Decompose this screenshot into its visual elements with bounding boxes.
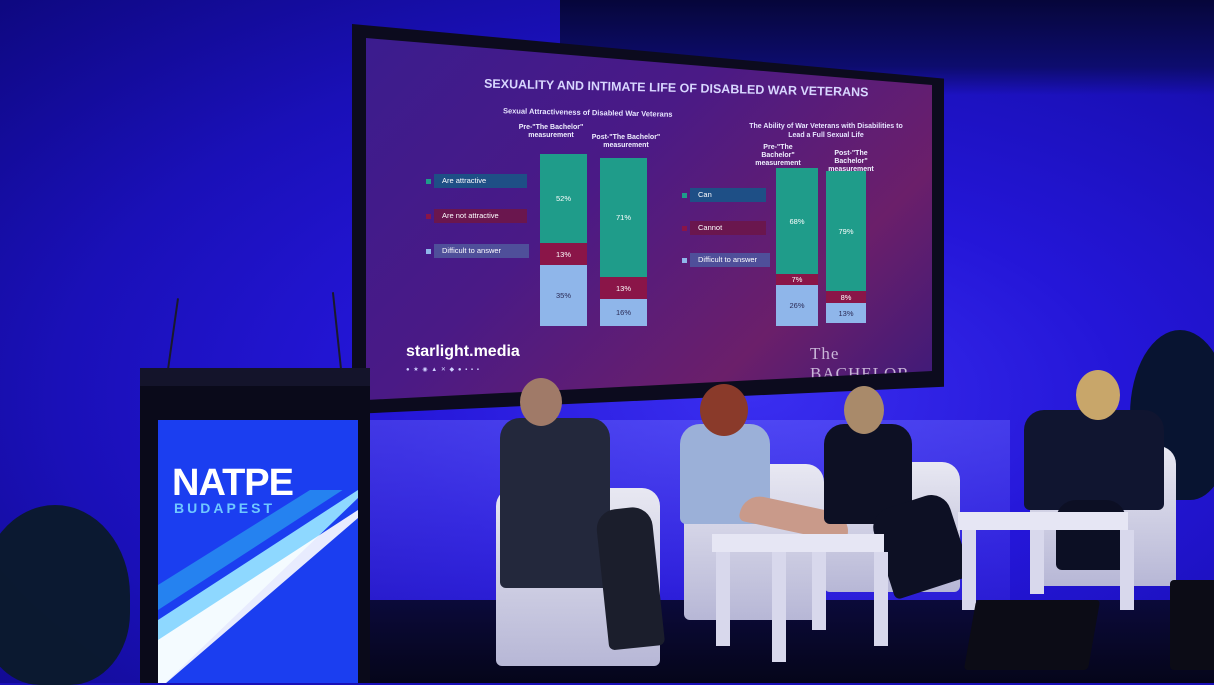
projection-screen: SEXUALITY AND INTIMATE LIFE OF DISABLED … — [366, 38, 932, 400]
panelist-4-head — [1076, 370, 1120, 420]
table-leg — [812, 552, 826, 630]
table-leg — [716, 552, 730, 646]
natpe-city: BUDAPEST — [174, 500, 276, 516]
legend-item: Can — [690, 188, 766, 202]
bar-segment: 13% — [600, 277, 647, 299]
left-post-label: Post-"The Bachelor" measurement — [591, 134, 661, 149]
stage-monitor-speaker — [963, 600, 1101, 670]
podium-panel: NATPE BUDAPEST — [158, 420, 358, 683]
legend-swatch — [426, 214, 431, 219]
bar-right-pre: 68% 7% 26% — [776, 168, 818, 326]
starlight-media-logo: starlight.media — [406, 343, 520, 360]
legend-swatch — [426, 179, 431, 184]
legend-swatch — [682, 193, 687, 198]
bar-segment: 8% — [826, 291, 866, 303]
legend-item: Cannot — [690, 221, 766, 235]
coffee-table — [958, 512, 1128, 530]
bar-segment: 71% — [600, 158, 647, 277]
slide-title: SEXUALITY AND INTIMATE LIFE OF DISABLED … — [483, 76, 869, 100]
right-post-label: Post-"The Bachelor" measurement — [828, 150, 874, 173]
bar-segment: 26% — [776, 285, 818, 326]
stripes-graphic — [158, 490, 358, 683]
podium-top — [140, 368, 370, 386]
stage-monitor-speaker — [1170, 580, 1214, 670]
legend-item: Are not attractive — [434, 209, 527, 223]
legend-item: Difficult to answer — [434, 244, 529, 258]
legend-swatch — [682, 226, 687, 231]
coffee-table — [712, 534, 884, 552]
bar-left-pre: 52% 13% 35% — [540, 154, 587, 326]
bar-segment: 13% — [826, 303, 866, 323]
panelist-2-head — [700, 384, 748, 436]
right-chart-title: The Ability of War Veterans with Disabil… — [749, 123, 903, 139]
legend-item: Difficult to answer — [690, 253, 770, 267]
panelist-1-head — [520, 378, 562, 426]
left-chart-title: Sexual Attractiveness of Disabled War Ve… — [502, 106, 673, 119]
table-leg — [874, 552, 888, 646]
table-leg — [1030, 530, 1044, 594]
bar-segment: 7% — [776, 274, 818, 285]
legend-item: Are attractive — [434, 174, 527, 188]
legend-swatch — [682, 258, 687, 263]
panelist-4-legs — [1056, 500, 1126, 570]
table-leg — [772, 552, 786, 662]
panelist-1 — [500, 418, 610, 588]
table-leg — [1120, 530, 1134, 610]
bar-segment: 52% — [540, 154, 587, 243]
right-pre-label: Pre-"The Bachelor" measurement — [755, 144, 801, 167]
bar-right-post: 79% 8% 13% — [826, 171, 866, 323]
panelist-3-head — [844, 386, 884, 434]
bar-segment: 79% — [826, 171, 866, 291]
bar-segment: 13% — [540, 243, 587, 265]
bar-segment: 35% — [540, 265, 587, 326]
left-pre-label: Pre-"The Bachelor" measurement — [518, 124, 584, 139]
plant-left — [0, 505, 130, 685]
bar-segment: 16% — [600, 299, 647, 326]
bar-left-post: 71% 13% 16% — [600, 158, 647, 326]
channel-logos: ● ★ ◉ ▲ ✕ ◆ ● ▪ ▪ ▪ — [406, 367, 480, 373]
panelist-4 — [1024, 410, 1164, 510]
legend-swatch — [426, 249, 431, 254]
table-leg — [962, 530, 976, 610]
natpe-logo: NATPE — [172, 462, 294, 504]
bar-segment: 68% — [776, 168, 818, 274]
